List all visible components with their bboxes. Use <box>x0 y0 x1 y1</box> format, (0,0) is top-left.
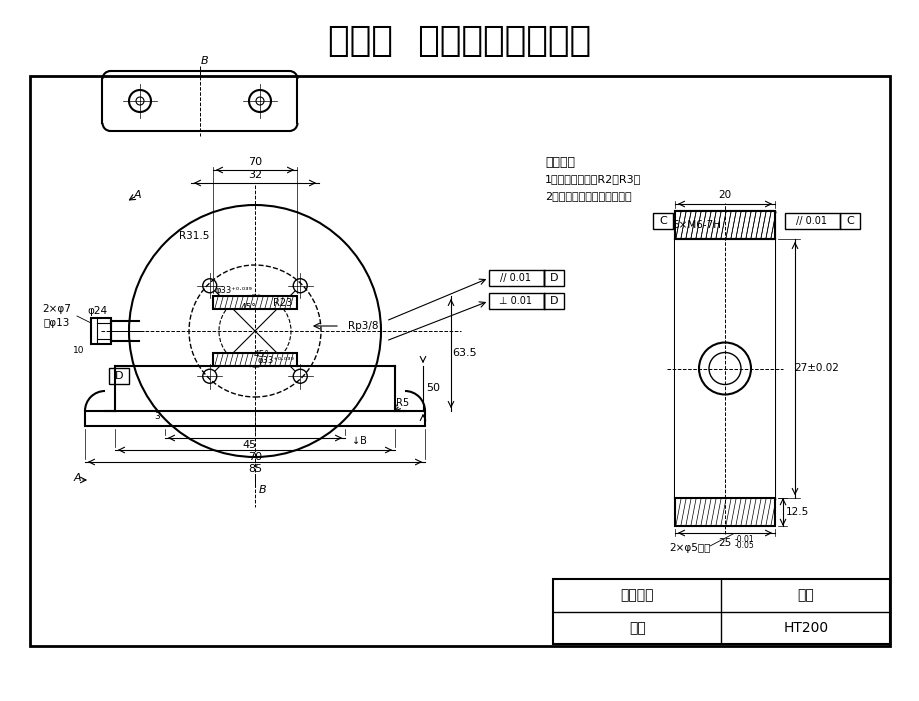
Text: 材料: 材料 <box>797 588 813 602</box>
Text: ⊥ 0.01: ⊥ 0.01 <box>499 296 532 306</box>
Bar <box>784 213 839 229</box>
Text: 2×φ7: 2×φ7 <box>42 304 72 314</box>
Text: 6×M6-7H: 6×M6-7H <box>672 220 720 230</box>
Text: B: B <box>201 56 209 66</box>
Text: 零件名称: 零件名称 <box>619 588 653 602</box>
Bar <box>213 353 297 366</box>
Text: 27±0.02: 27±0.02 <box>794 364 838 374</box>
Text: 70: 70 <box>247 452 262 462</box>
Bar <box>675 239 774 498</box>
Bar <box>543 293 563 309</box>
Text: 2×φ5配作: 2×φ5配作 <box>669 543 709 553</box>
Text: -0.01: -0.01 <box>734 534 754 543</box>
Bar <box>543 270 563 286</box>
Text: D: D <box>115 371 123 381</box>
Text: 20: 20 <box>718 190 731 200</box>
Bar <box>91 318 111 344</box>
Text: 12.5: 12.5 <box>785 507 808 517</box>
Text: 63.5: 63.5 <box>452 348 477 358</box>
Text: -0.05: -0.05 <box>734 541 754 550</box>
Bar <box>652 213 673 229</box>
Text: φ33⁺⁰·⁰³⁹: φ33⁺⁰·⁰³⁹ <box>257 356 295 365</box>
Text: ↓B: ↓B <box>351 436 366 446</box>
Text: 45: 45 <box>243 440 256 450</box>
Text: 泵体: 泵体 <box>629 621 645 634</box>
Text: HT200: HT200 <box>782 621 827 634</box>
Text: // 0.01: // 0.01 <box>796 216 826 226</box>
Text: D: D <box>550 296 558 306</box>
Text: ⌴φ13: ⌴φ13 <box>44 318 70 328</box>
Text: R5: R5 <box>396 398 409 408</box>
Text: A: A <box>74 473 81 483</box>
Text: R23: R23 <box>273 298 292 308</box>
Text: // 0.01: // 0.01 <box>500 273 531 283</box>
Text: C: C <box>658 216 666 226</box>
Bar <box>85 411 425 426</box>
Bar <box>213 296 297 309</box>
Text: 任务二  表面粗糙度的选用: 任务二 表面粗糙度的选用 <box>328 24 591 58</box>
Text: A: A <box>133 190 141 200</box>
Bar <box>552 579 889 644</box>
Text: 45°: 45° <box>254 350 269 359</box>
Bar <box>30 76 889 646</box>
Text: C: C <box>845 216 853 226</box>
Text: D: D <box>550 273 558 283</box>
Bar <box>489 293 543 309</box>
Text: 85: 85 <box>247 464 262 474</box>
Text: R31.5: R31.5 <box>179 231 210 242</box>
Text: 10: 10 <box>74 346 85 355</box>
Text: Rp3/8: Rp3/8 <box>347 321 378 331</box>
Text: 3: 3 <box>154 412 160 421</box>
Text: 70: 70 <box>247 157 262 167</box>
Text: φ33⁺⁰·⁰³⁹: φ33⁺⁰·⁰³⁹ <box>215 285 252 294</box>
Bar <box>675 211 774 239</box>
Bar <box>675 211 774 526</box>
Text: 1．未注铸造圆角R2～R3。: 1．未注铸造圆角R2～R3。 <box>544 174 641 184</box>
Text: 32: 32 <box>247 170 262 180</box>
Bar <box>108 368 129 384</box>
Text: φ24: φ24 <box>86 306 107 316</box>
Text: 45°: 45° <box>241 304 256 313</box>
Bar <box>839 213 859 229</box>
Text: B: B <box>259 485 267 495</box>
Text: 50: 50 <box>425 383 439 393</box>
Text: 25: 25 <box>718 538 731 548</box>
Bar <box>489 270 543 286</box>
Text: 2．铸件不得有沙眼、裂纹。: 2．铸件不得有沙眼、裂纹。 <box>544 191 631 201</box>
Text: 技术要求: 技术要求 <box>544 156 574 169</box>
